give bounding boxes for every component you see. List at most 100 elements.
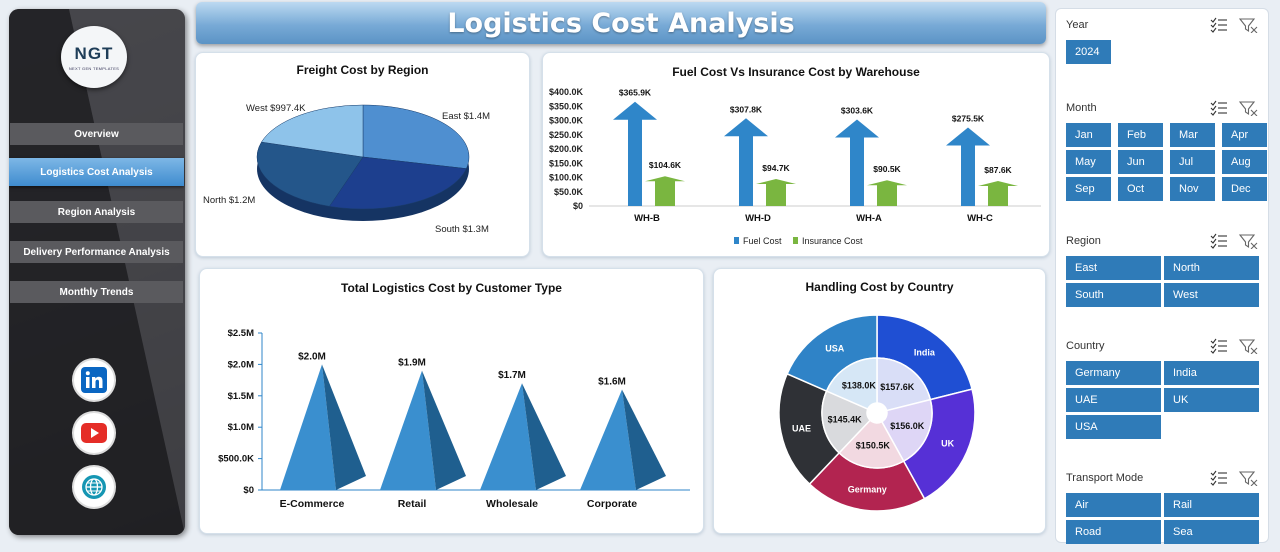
nav-delivery-performance-analysis[interactable]: Delivery Performance Analysis [10,241,183,263]
multi-select-icon[interactable] [1210,100,1227,116]
insurance-data-label: $104.6K [649,160,682,170]
handling-country-label: India [914,347,936,357]
filter-chip-month-may[interactable]: May [1066,150,1111,174]
customer-bar-shade [622,389,666,490]
customer-category-label: Retail [398,498,427,510]
filter-chip-country-uk[interactable]: UK [1164,388,1259,412]
insurance-data-label: $94.7K [762,163,790,173]
nav-monthly-trends[interactable]: Monthly Trends [10,281,183,303]
customer-category-label: E-Commerce [280,498,345,510]
handling-data-label: $138.0K [842,380,877,390]
fuel-ytick: $50.0K [554,187,584,197]
insurance-bar-wh-c [978,181,1018,206]
filter-icons [1210,338,1260,355]
customer-ytick: $2.5M [228,328,254,339]
filter-chip-month-dec[interactable]: Dec [1222,177,1267,201]
filter-chip-region-east[interactable]: East [1066,256,1161,280]
customer-ytick: $0 [243,485,254,496]
filter-chip-transport-mode-air[interactable]: Air [1066,493,1161,517]
customer-bar-e-commerce [280,364,336,490]
filter-chip-country-uae[interactable]: UAE [1066,388,1161,412]
filter-chip-transport-mode-rail[interactable]: Rail [1164,493,1259,517]
filter-chip-country-india[interactable]: India [1164,361,1259,385]
sidebar-background [9,9,185,535]
page-title: Logistics Cost Analysis [447,7,795,39]
filter-chip-region-south[interactable]: South [1066,283,1161,307]
filter-title-month: Month [1066,102,1097,114]
sidebar: NGT NEXT GEN TEMPLATES Overview Logistic… [9,9,185,535]
fuel-category-label: WH-A [856,213,882,224]
clear-filter-icon[interactable] [1238,234,1258,250]
handling-country-label: UAE [792,423,811,433]
legend-fuel-label: Fuel Cost [743,236,782,246]
customer-category-label: Wholesale [486,498,538,510]
filter-chip-month-sep[interactable]: Sep [1066,177,1111,201]
filter-chip-month-apr[interactable]: Apr [1222,123,1267,147]
freight-pie-chart: West $997.4K East $1.4M North $1.2M Sout… [203,103,490,235]
filter-title-year: Year [1066,19,1089,31]
filter-chip-month-jan[interactable]: Jan [1066,123,1111,147]
fuel-data-label: $365.9K [619,88,652,98]
handling-inner-slice [876,357,932,412]
filter-title-transport-mode: Transport Mode [1066,472,1144,484]
customer-chart-title: Total Logistics Cost by Customer Type [341,281,562,295]
clear-filter-icon[interactable] [1238,339,1258,355]
customer-bar-shade [422,370,466,490]
customer-bar-corporate [580,389,636,490]
filter-chip-transport-mode-road[interactable]: Road [1066,520,1161,544]
filter-chip-month-feb[interactable]: Feb [1118,123,1163,147]
handling-data-label: $156.0K [890,421,925,431]
multi-select-icon[interactable] [1210,470,1227,486]
filter-chip-month-jun[interactable]: Jun [1118,150,1163,174]
filter-chip-month-mar[interactable]: Mar [1170,123,1215,147]
customer-ytick: $500.0K [218,454,254,465]
filter-chip-region-west[interactable]: West [1164,283,1259,307]
handling-data-label: $145.4K [828,415,863,425]
fuel-chart-title: Fuel Cost Vs Insurance Cost by Warehouse [672,65,920,79]
fuel-ytick: $100.0K [549,173,584,183]
fuel-ytick: $0 [573,201,583,211]
legend-fuel-swatch [734,237,739,244]
filter-chip-month-oct[interactable]: Oct [1118,177,1163,201]
handling-donut-chart: India $157.6K UK $156.0K Germany $150.5K UAE $1… [778,314,976,512]
multi-select-icon[interactable] [1210,338,1227,354]
clear-filter-icon[interactable] [1238,471,1258,487]
clear-filter-icon[interactable] [1238,101,1258,117]
freight-slice-north [256,141,364,207]
globe-icon[interactable] [74,467,114,507]
linkedin-icon[interactable] [74,360,114,400]
filter-chip-transport-mode-sea[interactable]: Sea [1164,520,1259,544]
filter-title-country: Country [1066,340,1105,352]
customer-type-chart: $0 $500.0K $1.0M $1.5M $2.0M $2.5M $2.0M E-Comm… [218,328,690,510]
handling-inner-slice [821,390,872,454]
filter-chip-month-jul[interactable]: Jul [1170,150,1215,174]
filter-icons [1210,233,1260,250]
filter-chip-country-usa[interactable]: USA [1066,415,1161,439]
filter-chip-year-2024[interactable]: 2024 [1066,40,1111,64]
filter-chip-month-aug[interactable]: Aug [1222,150,1267,174]
fuel-insurance-bar-chart: Fuel Cost Insurance Cost $0 $50.0K $100.0K… [549,87,1041,246]
filter-chip-country-germany[interactable]: Germany [1066,361,1161,385]
filter-icons [1210,17,1260,34]
freight-cost-card: Freight Cost by Region West $997.4K East… [195,52,530,257]
customer-data-label: $1.6M [598,377,626,388]
filter-chip-month-nov[interactable]: Nov [1170,177,1215,201]
clear-filter-icon[interactable] [1238,18,1258,34]
filter-title-region: Region [1066,235,1101,247]
logo-tagline: NEXT GEN TEMPLATES [68,65,120,71]
multi-select-icon[interactable] [1210,17,1227,33]
nav-overview[interactable]: Overview [10,123,183,145]
insurance-bar-wh-b [645,176,685,206]
customer-type-card: Total Logistics Cost by Customer Type $0… [199,268,704,534]
freight-slice-west [261,104,364,158]
page-title-bar: Logistics Cost Analysis [196,2,1046,44]
fuel-bar-wh-b [613,101,657,206]
youtube-icon[interactable] [74,413,114,453]
multi-select-icon[interactable] [1210,233,1227,249]
nav-logistics-cost-analysis[interactable]: Logistics Cost Analysis [9,158,184,186]
customer-ytick: $1.0M [228,422,254,433]
filter-panel: Year 2024 Month Jan Feb Mar Apr May Jun Jul Aug Sep… [1055,8,1269,544]
filter-chip-region-north[interactable]: North [1164,256,1259,280]
pie-label-west: West $997.4K [246,103,306,114]
nav-region-analysis[interactable]: Region Analysis [10,201,183,223]
